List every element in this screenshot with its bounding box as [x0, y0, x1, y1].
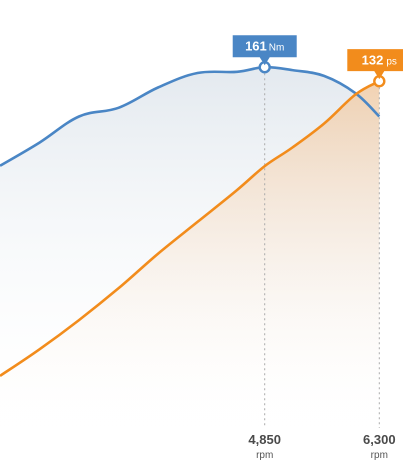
power-area	[0, 81, 380, 435]
torque-peak-value: 161	[245, 39, 267, 54]
power-line	[0, 80, 380, 377]
torque-callout-bubble	[232, 35, 297, 66]
power-peak-rpm-label: 6,300	[363, 432, 396, 447]
torque-peak-callout: 161 Nm	[232, 35, 297, 66]
power-callout-bubble	[347, 49, 403, 80]
power-peak-rpm-unit: rpm	[371, 450, 388, 461]
power-peak-callout: 132 ps	[347, 49, 403, 80]
power-peak-value: 132	[362, 53, 384, 68]
torque-peak-unit: Nm	[269, 43, 285, 54]
power-peak-unit: ps	[386, 57, 397, 68]
torque-peak-rpm-unit: rpm	[256, 450, 273, 461]
torque-line	[0, 65, 381, 167]
torque-peak-rpm-label: 4,850	[248, 432, 281, 447]
